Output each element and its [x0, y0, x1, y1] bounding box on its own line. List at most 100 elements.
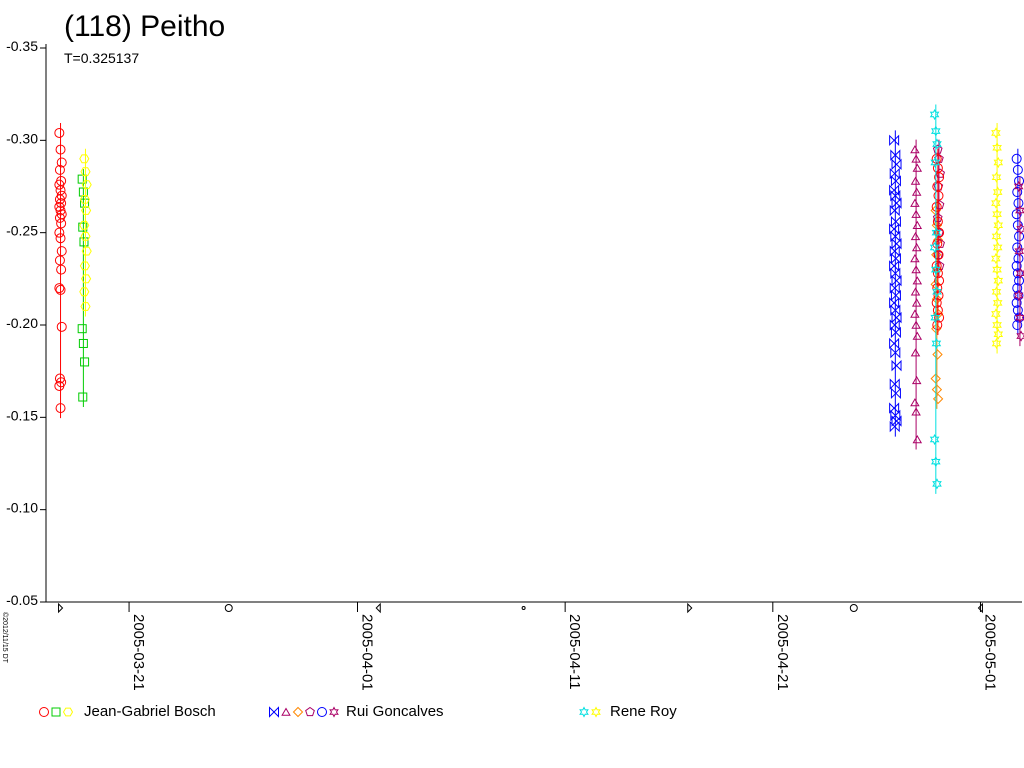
data-point: [992, 142, 1002, 154]
data-point: [910, 348, 921, 357]
data-point: [932, 305, 943, 316]
data-point: [1014, 245, 1024, 257]
data-point: [991, 308, 1001, 320]
data-point: [55, 284, 66, 295]
legend-symbols-roy: [579, 706, 601, 718]
data-point: [56, 218, 67, 229]
data-point: [81, 206, 92, 215]
data-point: [890, 215, 901, 228]
data-point: [889, 223, 900, 235]
data-point: [1016, 223, 1024, 235]
data-point: [54, 179, 65, 190]
data-point: [912, 163, 923, 172]
data-point: [993, 219, 1004, 231]
data-point: [992, 297, 1003, 309]
data-point: [991, 197, 1001, 209]
data-point: [991, 171, 1002, 183]
data-point: [931, 297, 942, 308]
data-point: [77, 324, 87, 334]
legend-entry-goncalves: Rui Goncalves: [268, 703, 444, 720]
credit-text: ©2012/11/15 DT: [1, 612, 8, 663]
legend-symbol: [51, 707, 61, 717]
data-point: [932, 283, 943, 294]
phase-marker: [687, 602, 693, 614]
data-point: [1016, 330, 1024, 342]
data-point: [889, 134, 900, 147]
data-point: [889, 245, 900, 257]
data-point: [889, 167, 900, 180]
data-point: [891, 359, 902, 372]
data-point: [993, 328, 1004, 340]
data-point: [79, 154, 90, 164]
chart-title: (118) Peitho: [64, 10, 226, 43]
x-tick-label: 2005-03-21: [130, 614, 147, 691]
data-point: [991, 127, 1001, 139]
data-point: [1015, 267, 1024, 279]
data-point: [78, 338, 88, 348]
data-point: [56, 157, 67, 168]
data-point: [890, 387, 901, 400]
data-point: [1012, 242, 1023, 253]
data-point: [889, 282, 900, 294]
data-point: [1012, 164, 1023, 175]
legend-label-roy: Rene Roy: [610, 703, 677, 720]
data-point: [911, 375, 922, 385]
data-point: [930, 264, 941, 276]
series-0: [54, 122, 67, 419]
data-point: [1011, 260, 1022, 271]
data-point: [933, 290, 944, 301]
data-point: [889, 260, 900, 272]
data-point: [931, 201, 942, 212]
data-point: [932, 478, 942, 490]
data-point: [79, 237, 89, 247]
data-point: [79, 261, 90, 271]
data-point: [55, 233, 66, 244]
data-point: [55, 403, 66, 414]
data-point: [54, 164, 65, 175]
phase-marker: [58, 602, 64, 614]
y-tick-label: -0.10: [6, 500, 38, 516]
data-point: [78, 222, 88, 232]
data-point: [891, 197, 902, 209]
data-point: [912, 331, 923, 340]
data-point: [80, 198, 90, 208]
data-point: [889, 184, 900, 196]
data-point: [890, 326, 901, 339]
data-point: [890, 346, 901, 359]
data-point: [56, 264, 67, 275]
data-point: [890, 149, 901, 161]
data-point: [80, 232, 91, 241]
data-point: [79, 195, 90, 204]
data-point: [1013, 180, 1024, 193]
y-tick-label: -0.20: [6, 315, 38, 331]
data-point: [890, 252, 901, 265]
legend-symbol: [579, 706, 589, 718]
data-point: [77, 174, 87, 184]
data-point: [911, 320, 921, 329]
data-point: [910, 253, 920, 263]
data-point: [1012, 305, 1023, 316]
data-point: [891, 158, 902, 171]
phase-marker: [977, 602, 983, 614]
data-point: [931, 293, 943, 305]
data-point: [81, 180, 92, 190]
data-point: [889, 420, 900, 433]
data-point: [932, 138, 942, 150]
data-point: [54, 283, 65, 294]
y-tick-label: -0.35: [6, 38, 38, 54]
data-point: [890, 175, 901, 187]
data-point: [934, 275, 945, 286]
data-point: [932, 349, 943, 360]
x-tick-label: 2005-04-01: [358, 614, 375, 691]
legend-symbol: [591, 706, 601, 718]
data-point: [55, 144, 66, 155]
data-point: [1012, 268, 1023, 279]
data-point: [1012, 283, 1023, 294]
data-point: [910, 309, 920, 318]
data-point: [933, 249, 944, 260]
data-point: [992, 264, 1002, 276]
data-point: [935, 168, 945, 178]
data-point: [931, 260, 942, 271]
data-point: [56, 321, 67, 332]
